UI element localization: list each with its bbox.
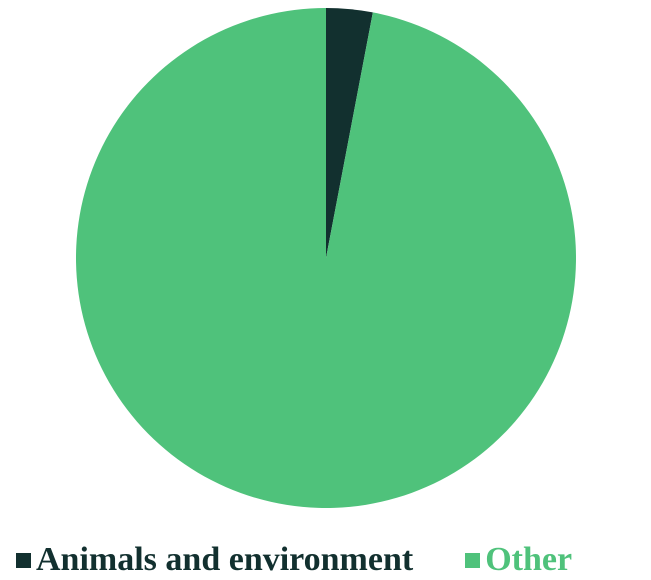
legend-label-animals: Animals and environment xyxy=(36,541,414,578)
pie-slice-other xyxy=(75,7,576,509)
legend: Animals and environment Other xyxy=(16,540,572,580)
pie-chart xyxy=(75,7,576,509)
legend-item-other: Other xyxy=(465,540,572,580)
legend-label-other: Other xyxy=(485,541,573,578)
legend-item-animals: Animals and environment xyxy=(16,540,413,580)
pie-slice-animals-and-environment xyxy=(326,8,373,258)
legend-swatch-other xyxy=(465,552,481,568)
legend-swatch-animals xyxy=(16,552,31,568)
